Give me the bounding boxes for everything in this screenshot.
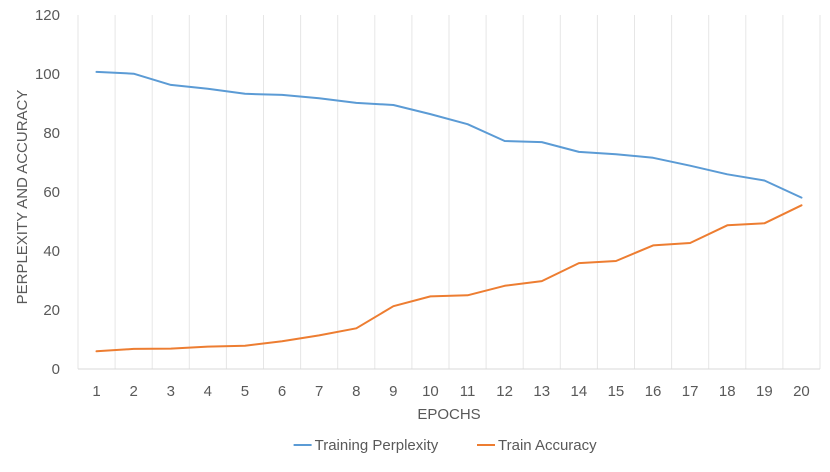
x-tick-label: 12: [496, 383, 513, 400]
x-tick-label: 3: [167, 383, 175, 400]
x-tick-label: 1: [92, 383, 100, 400]
legend: Training Perplexity Train Accuracy: [293, 437, 597, 454]
y-axis-title: PERPLEXITY AND ACCURACY: [14, 90, 31, 305]
x-tick-label: 17: [682, 383, 699, 400]
x-tick-label: 11: [460, 383, 476, 400]
x-tick-label: 5: [241, 383, 249, 400]
x-tick-label: 20: [793, 383, 810, 400]
x-tick-label: 6: [278, 383, 286, 400]
y-tick-label: 80: [43, 125, 60, 142]
x-axis-title: EPOCHS: [417, 406, 480, 423]
y-tick-label: 20: [43, 302, 60, 319]
gridlines: [77, 15, 821, 369]
y-tick-label: 120: [35, 7, 60, 24]
y-axis-tick-labels: 0 20 40 60 80 100 120: [35, 7, 60, 378]
x-tick-label: 15: [608, 383, 625, 400]
series-line: [95, 70, 803, 199]
x-tick-label: 7: [315, 383, 323, 400]
x-axis-tick-labels: 1 2 3 4 5 6 7 8 9 10 11 12 13 14 15 16 17 18 19 20: [92, 383, 809, 400]
x-tick-label: 14: [571, 383, 588, 400]
x-tick-label: 16: [645, 383, 662, 400]
legend-label: Train Accuracy: [498, 437, 597, 454]
x-tick-label: 8: [352, 383, 360, 400]
x-tick-label: 19: [756, 383, 773, 400]
y-tick-label: 0: [52, 361, 60, 378]
y-tick-label: 60: [43, 184, 60, 201]
x-tick-label: 9: [389, 383, 397, 400]
y-tick-label: 40: [43, 243, 60, 260]
legend-label: Training Perplexity: [315, 437, 439, 454]
x-tick-label: 13: [533, 383, 550, 400]
series-lines: [95, 70, 803, 353]
x-tick-label: 18: [719, 383, 736, 400]
series-line: [95, 204, 803, 353]
x-tick-label: 10: [422, 383, 439, 400]
y-tick-label: 100: [35, 66, 60, 83]
x-tick-label: 2: [129, 383, 137, 400]
x-tick-label: 4: [204, 383, 212, 400]
